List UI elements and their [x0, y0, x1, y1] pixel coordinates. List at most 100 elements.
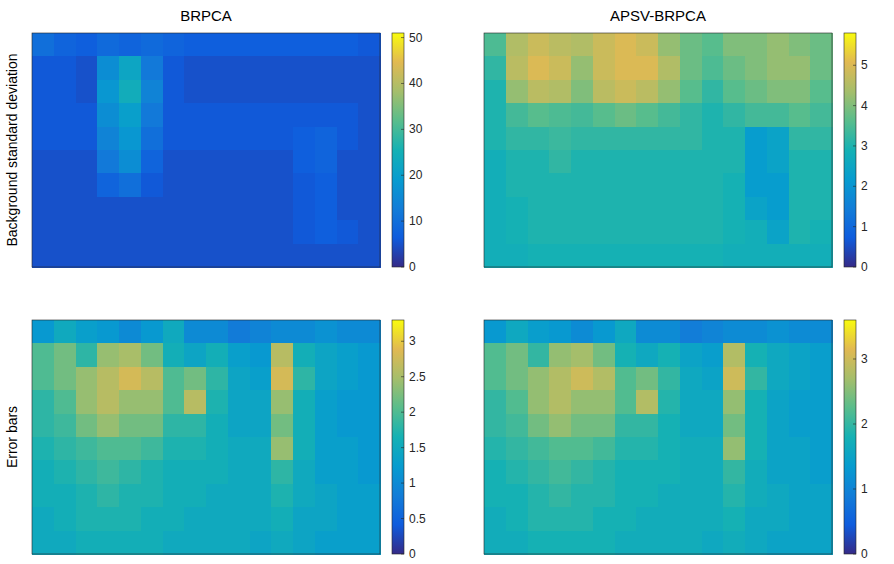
cell [315, 460, 337, 484]
cell [702, 531, 724, 555]
cell [163, 150, 185, 174]
cell [228, 56, 250, 80]
cell [549, 80, 571, 104]
cell [658, 197, 680, 221]
cell [271, 367, 293, 391]
cell [184, 460, 206, 484]
cell [593, 127, 615, 151]
frame [484, 33, 832, 267]
cell [506, 390, 528, 414]
cell [810, 33, 832, 57]
cell [636, 103, 658, 127]
cell [119, 56, 141, 80]
cell [337, 531, 359, 555]
cell [184, 531, 206, 555]
colorbar-tick [401, 175, 404, 176]
cell [484, 127, 506, 151]
cell [615, 460, 637, 484]
cell [250, 343, 272, 367]
cell [32, 320, 54, 344]
cell [745, 367, 767, 391]
cell [337, 80, 359, 104]
cell [528, 80, 550, 104]
cell [745, 244, 767, 268]
cell [76, 56, 98, 80]
cell [528, 103, 550, 127]
cell [163, 343, 185, 367]
cell [745, 343, 767, 367]
cell [250, 507, 272, 531]
cell [358, 320, 380, 344]
cell [723, 507, 745, 531]
colorbar-tick-label: 10 [409, 214, 423, 228]
cell [571, 484, 593, 508]
cell [615, 437, 637, 461]
cell [206, 56, 228, 80]
cell [250, 390, 272, 414]
cell [163, 531, 185, 555]
cell [337, 150, 359, 174]
cell [789, 150, 811, 174]
cell [745, 414, 767, 438]
colorbar-tick-label: 4 [861, 99, 868, 113]
colorbar-tick [853, 105, 856, 106]
cell [184, 343, 206, 367]
row-label: Error bars [4, 406, 20, 468]
cell [32, 507, 54, 531]
heatmap-cells [484, 33, 833, 268]
cell [636, 390, 658, 414]
cell [615, 80, 637, 104]
cell [571, 173, 593, 197]
cell [810, 414, 832, 438]
cell [206, 173, 228, 197]
cell [789, 484, 811, 508]
cell [810, 343, 832, 367]
cell [337, 103, 359, 127]
cell [789, 127, 811, 151]
panel: 0123 [484, 320, 868, 561]
cell [658, 244, 680, 268]
cell [506, 103, 528, 127]
cell [293, 390, 315, 414]
cell [680, 173, 702, 197]
cell [358, 484, 380, 508]
cell [358, 507, 380, 531]
cell [745, 80, 767, 104]
cell [636, 80, 658, 104]
colorbar-tick [401, 518, 404, 519]
cell [163, 127, 185, 151]
cell [571, 460, 593, 484]
cell [745, 437, 767, 461]
cell [271, 173, 293, 197]
cell [32, 414, 54, 438]
cell [163, 367, 185, 391]
cell [32, 33, 54, 57]
cell [119, 244, 141, 268]
colorbar [392, 33, 404, 267]
cell [636, 484, 658, 508]
cell [141, 80, 163, 104]
cell [206, 127, 228, 151]
cell [54, 507, 76, 531]
cell [506, 220, 528, 244]
colorbar-tick-label: 3 [861, 139, 868, 153]
cell [593, 437, 615, 461]
cell [680, 244, 702, 268]
cell [76, 80, 98, 104]
cell [271, 437, 293, 461]
cell [358, 437, 380, 461]
cell [571, 103, 593, 127]
cell [528, 150, 550, 174]
colorbar-tick-label: 0 [409, 260, 416, 274]
cell [745, 507, 767, 531]
cell [789, 173, 811, 197]
cell [271, 507, 293, 531]
panel: 012345APSV-BRPCA [484, 7, 868, 274]
cell [810, 320, 832, 344]
cell [32, 56, 54, 80]
cell [528, 437, 550, 461]
cell [484, 507, 506, 531]
cell [141, 103, 163, 127]
cell [119, 367, 141, 391]
colorbar-tick [853, 554, 856, 555]
